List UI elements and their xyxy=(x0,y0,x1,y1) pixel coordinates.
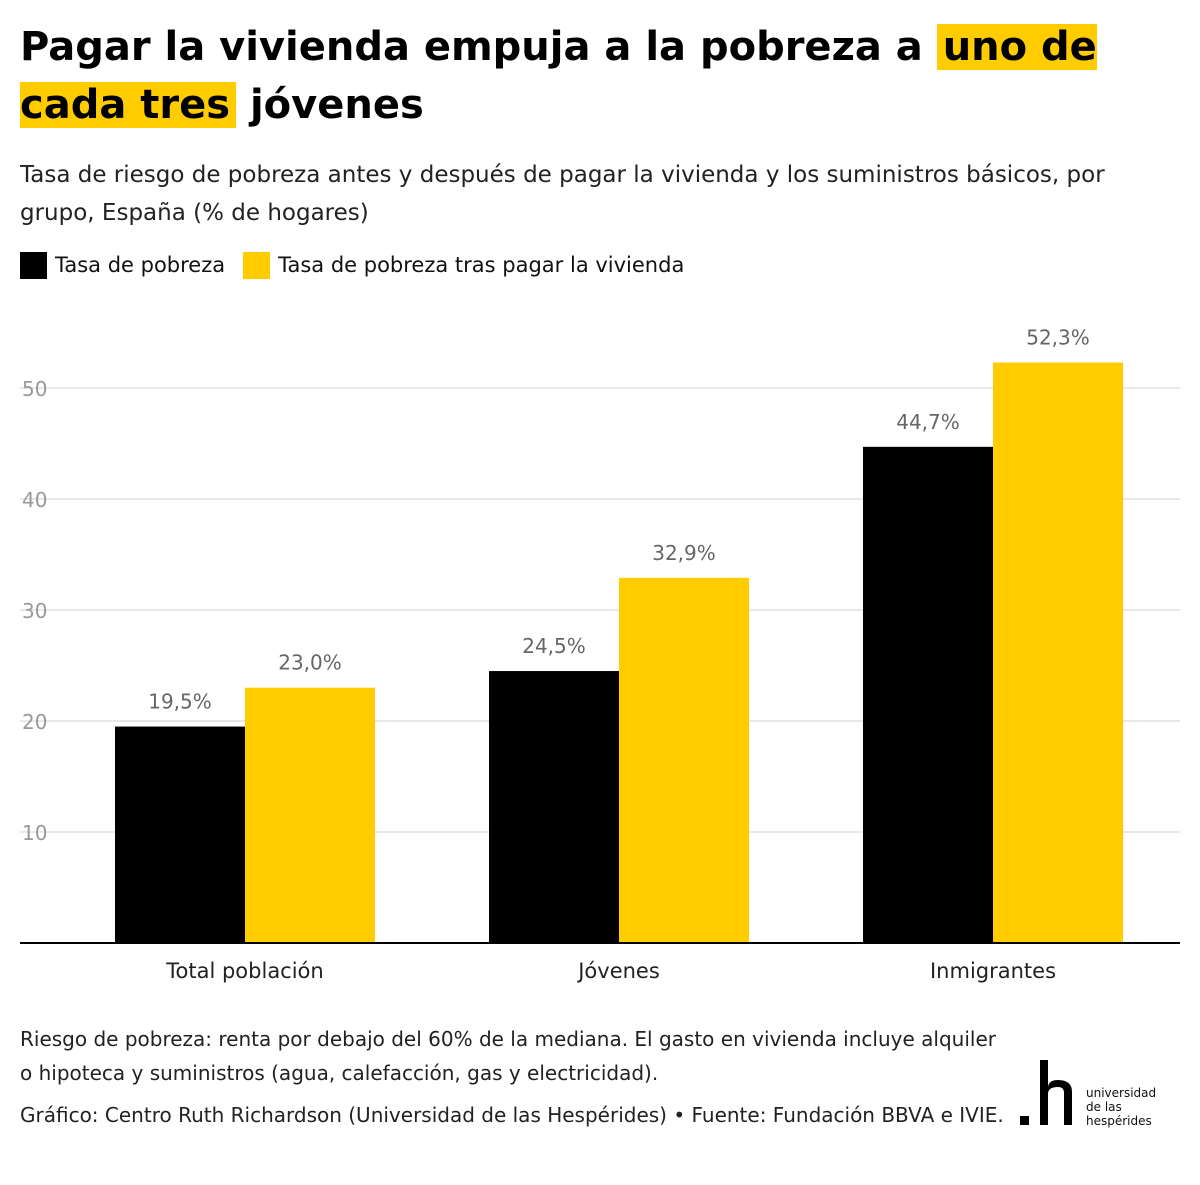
logo-h-mark xyxy=(1020,1060,1072,1125)
y-tick-label-20: 20 xyxy=(22,710,47,734)
logo-words: universidad de las hespérides xyxy=(1086,1086,1156,1128)
bar-inmigrantes-series-2 xyxy=(993,362,1123,944)
data-label-1-series-2: 32,9% xyxy=(652,541,716,565)
chart-title: Pagar la vivienda empuja a la pobreza a … xyxy=(20,18,1180,134)
legend-swatch-series-2 xyxy=(243,251,271,279)
bar-inmigrantes-series-1 xyxy=(863,446,993,943)
data-label-2-series-1: 44,7% xyxy=(896,410,960,434)
title-part-1: Pagar la vivienda empuja a la pobreza a xyxy=(20,24,937,70)
logo-word-2: de las xyxy=(1086,1100,1122,1114)
bar-total-población-series-1 xyxy=(115,726,245,943)
legend-label-series-2: Tasa de pobreza tras pagar la vivienda xyxy=(278,253,685,277)
bar-jóvenes-series-2 xyxy=(619,577,749,943)
data-label-0-series-2: 23,0% xyxy=(278,651,342,675)
legend-label-series-1: Tasa de pobreza xyxy=(55,253,226,277)
x-category-label-2: Jóvenes xyxy=(576,959,660,983)
x-category-label-3: Inmigrantes xyxy=(930,959,1056,983)
title-part-2: jóvenes xyxy=(236,82,424,128)
bar-chart: 10 20 30 40 50 19,5% 23,0% Total población 24,5%… xyxy=(20,325,1180,983)
data-label-0-series-1: 19,5% xyxy=(148,690,212,714)
x-category-label-1: Total población xyxy=(165,959,323,983)
legend-item-series-1: Tasa de pobreza xyxy=(20,251,226,279)
legend: Tasa de pobreza Tasa de pobreza tras pag… xyxy=(20,248,702,282)
logo-word-1: universidad xyxy=(1086,1086,1157,1100)
chart-subtitle: Tasa de riesgo de pobreza antes y despué… xyxy=(20,162,1105,226)
bar-total-población-series-2 xyxy=(245,687,375,943)
legend-item-series-2: Tasa de pobreza tras pagar la vivienda xyxy=(243,251,685,279)
credit: Gráfico: Centro Ruth Richardson (Univers… xyxy=(20,1103,1004,1127)
logo-word-3: hespérides xyxy=(1086,1114,1152,1128)
y-tick-label-50: 50 xyxy=(22,377,47,401)
university-logo: universidad de las hespérides xyxy=(1018,1058,1168,1130)
footnote: Riesgo de pobreza: renta por debajo del … xyxy=(20,1027,996,1085)
bar-jóvenes-series-1 xyxy=(489,671,619,943)
y-tick-label-10: 10 xyxy=(22,821,47,845)
y-tick-label-30: 30 xyxy=(22,599,47,623)
legend-swatch-series-1 xyxy=(20,251,47,279)
y-tick-label-40: 40 xyxy=(22,488,47,512)
data-label-2-series-2: 52,3% xyxy=(1026,325,1090,349)
data-label-1-series-1: 24,5% xyxy=(522,634,586,658)
